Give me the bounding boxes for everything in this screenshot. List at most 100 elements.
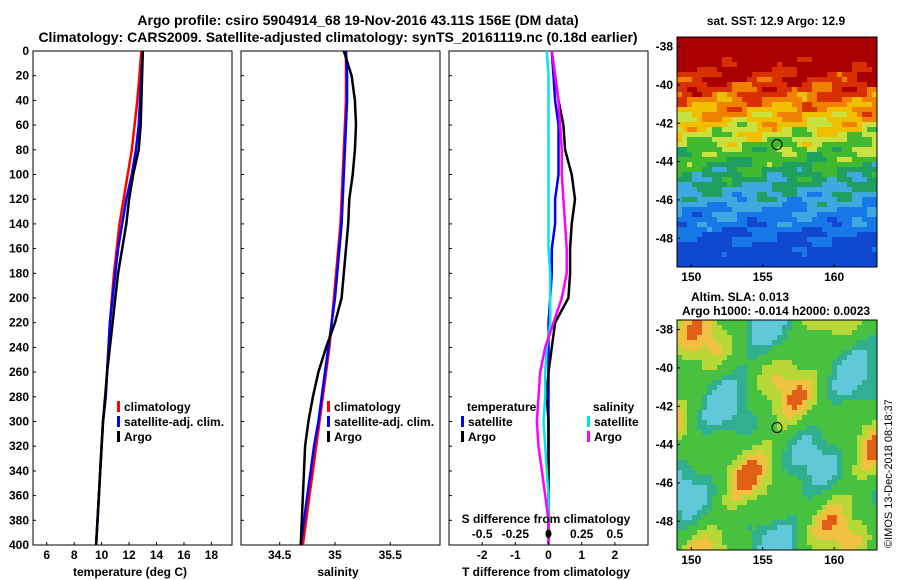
- map-cell: [692, 495, 698, 501]
- map-cell: [732, 415, 738, 421]
- map-cell: [847, 400, 853, 406]
- map-cell: [757, 340, 763, 346]
- map-cell: [677, 92, 683, 98]
- map-cell: [817, 117, 823, 123]
- map-cell: [852, 162, 858, 168]
- map-cell: [852, 525, 858, 531]
- map-cell: [817, 395, 823, 401]
- map-cell: [747, 465, 753, 471]
- map-cell: [677, 247, 683, 253]
- map-cell: [757, 87, 763, 93]
- map-cell: [722, 530, 728, 536]
- map-cell: [797, 350, 803, 356]
- map-cell: [742, 410, 748, 416]
- map-cell: [837, 222, 843, 228]
- map-cell: [707, 227, 713, 233]
- map-cell: [782, 187, 788, 193]
- map-cell: [717, 187, 723, 193]
- map-cell: [802, 132, 808, 138]
- map-cell: [687, 515, 693, 521]
- map-cell: [872, 42, 878, 48]
- map-cell: [697, 237, 703, 243]
- map-cell: [712, 187, 718, 193]
- legend-s-satellite: satellite: [594, 415, 639, 429]
- map-cell: [807, 262, 813, 268]
- map-cell: [782, 72, 788, 78]
- map-cell: [712, 247, 718, 253]
- map-cell: [782, 400, 788, 406]
- map-cell: [752, 127, 758, 133]
- map-cell: [687, 97, 693, 103]
- map-cell: [822, 37, 828, 43]
- map-cell: [782, 355, 788, 361]
- map-cell: [867, 217, 873, 223]
- map-cell: [697, 380, 703, 386]
- map-cell: [782, 495, 788, 501]
- map-cell: [822, 380, 828, 386]
- map-cell: [702, 122, 708, 128]
- map-cell: [842, 375, 848, 381]
- map-cell: [747, 375, 753, 381]
- map-cell: [777, 375, 783, 381]
- map-cell: [732, 182, 738, 188]
- map-cell: [762, 460, 768, 466]
- map-cell: [752, 152, 758, 158]
- map-cell: [807, 380, 813, 386]
- map-cell: [687, 530, 693, 536]
- map-cell: [687, 247, 693, 253]
- map-cell: [777, 450, 783, 456]
- map-cell: [867, 57, 873, 63]
- map-cell: [687, 505, 693, 511]
- map-cell: [722, 425, 728, 431]
- map-cell: [867, 87, 873, 93]
- map-cell: [837, 157, 843, 163]
- map-cell: [717, 147, 723, 153]
- map-cell: [817, 380, 823, 386]
- map-cell: [692, 410, 698, 416]
- map-cell: [847, 435, 853, 441]
- map-cell: [707, 525, 713, 531]
- map-cell: [762, 535, 768, 541]
- map-cell: [817, 137, 823, 143]
- map-cell: [727, 395, 733, 401]
- map-cell: [697, 395, 703, 401]
- map-cell: [832, 445, 838, 451]
- map-cell: [772, 247, 778, 253]
- map-cell: [717, 425, 723, 431]
- map-cell: [852, 257, 858, 263]
- map-cell: [752, 345, 758, 351]
- map-cell: [872, 325, 878, 331]
- map-cell: [757, 127, 763, 133]
- map-cell: [732, 540, 738, 546]
- map-cell: [802, 157, 808, 163]
- map-cell: [782, 157, 788, 163]
- map-cell: [752, 207, 758, 213]
- map-cell: [687, 157, 693, 163]
- map-cell: [737, 385, 743, 391]
- map-cell: [847, 405, 853, 411]
- map-cell: [832, 350, 838, 356]
- map-cell: [777, 485, 783, 491]
- map-cell: [762, 162, 768, 168]
- map-cell: [792, 142, 798, 148]
- map-cell: [822, 335, 828, 341]
- map-cell: [747, 505, 753, 511]
- map-cell: [842, 192, 848, 198]
- map-cell: [822, 182, 828, 188]
- map-cell: [717, 390, 723, 396]
- map-cell: [707, 415, 713, 421]
- map-cell: [702, 535, 708, 541]
- map-cell: [817, 320, 823, 326]
- map-cell: [742, 475, 748, 481]
- map-cell: [862, 122, 868, 128]
- map-cell: [687, 72, 693, 78]
- map-cell: [837, 395, 843, 401]
- map-cell: [852, 495, 858, 501]
- map-cell: [827, 157, 833, 163]
- map-cell: [707, 192, 713, 198]
- map-cell: [857, 325, 863, 331]
- map-cell: [872, 400, 878, 406]
- map-cell: [787, 485, 793, 491]
- map-cell: [687, 147, 693, 153]
